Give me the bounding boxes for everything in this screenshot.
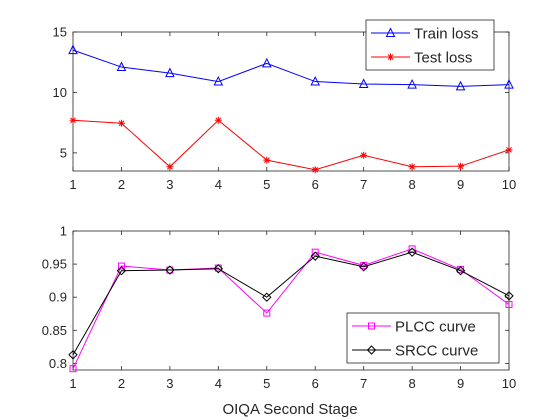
data-point	[263, 156, 271, 164]
data-point	[504, 78, 514, 89]
legend-marker	[368, 322, 375, 330]
data-point	[310, 75, 321, 86]
series-line	[72, 248, 510, 369]
data-point	[504, 291, 514, 301]
data-point	[310, 251, 320, 261]
x-tick-label: 2	[118, 376, 125, 391]
data-point	[407, 78, 417, 89]
legend: Train loss Test loss	[365, 19, 495, 71]
legend-item: Train loss	[371, 26, 478, 43]
data-point	[358, 262, 369, 272]
x-tick-label: 10	[502, 376, 516, 391]
data-point	[455, 266, 466, 276]
data-point	[311, 166, 319, 174]
data-point	[165, 67, 175, 78]
data-point	[213, 75, 224, 86]
series-line	[72, 49, 510, 87]
data-point	[311, 248, 319, 256]
series-line	[72, 251, 510, 356]
legend-box	[365, 19, 495, 71]
x-tick-label: 1	[69, 177, 76, 192]
data-point	[166, 163, 174, 171]
series-test-loss	[69, 116, 513, 174]
x-tick-label: 4	[215, 177, 222, 192]
data-point	[117, 119, 125, 127]
loss-chart: 1 2 3 4 5 6 7 8 9 10 5 10 15 Train loss Test loss	[53, 19, 516, 192]
correlation-chart: 1 2 3 4 5 6 7 8 9 10 0.8 0.85 0.9 0.95 1 PLCC curve SRCC…	[42, 224, 517, 392]
data-point	[360, 151, 368, 159]
legend-marker	[366, 345, 377, 355]
data-point	[261, 57, 272, 68]
legend: PLCC curve SRCC curve	[346, 312, 500, 364]
data-point	[213, 264, 224, 274]
data-point	[68, 44, 78, 55]
x-tick-label: 3	[166, 376, 173, 391]
y-tick-label: 10	[53, 85, 67, 100]
y-tick-label: 0.9	[49, 290, 67, 305]
x-tick-label: 5	[263, 177, 270, 192]
x-tick-label: 7	[360, 376, 367, 391]
legend-marker	[387, 53, 394, 61]
x-tick-label: 6	[312, 177, 319, 192]
legend-marker	[385, 27, 396, 37]
y-tick-label: 0.8	[49, 356, 67, 371]
x-tick-label: 4	[215, 376, 222, 391]
y-tick-label: 15	[53, 25, 67, 40]
data-point	[165, 265, 175, 275]
data-point	[69, 365, 77, 373]
data-point	[263, 309, 271, 317]
data-point	[408, 163, 416, 171]
y-tick-label: 0.95	[42, 257, 67, 272]
legend-item: SRCC curve	[352, 343, 478, 360]
legend-label: Train loss	[414, 26, 478, 43]
y-tick-label: 0.85	[42, 323, 67, 338]
data-point	[117, 262, 125, 270]
x-tick-label: 9	[457, 177, 464, 192]
data-point	[214, 116, 222, 124]
x-tick-label: 9	[457, 376, 464, 391]
legend-box	[346, 312, 500, 364]
series-line	[72, 119, 510, 171]
x-tick-label: 10	[502, 177, 516, 192]
x-tick-label: 7	[360, 177, 367, 192]
legend-label: SRCC curve	[395, 343, 478, 360]
series-train-loss	[68, 44, 514, 91]
x-tick-label: 8	[408, 177, 415, 192]
legend-item: Test loss	[371, 50, 472, 67]
x-tick-label: 1	[69, 376, 76, 391]
x-tick-label: 3	[166, 177, 173, 192]
legend-label: PLCC curve	[395, 319, 476, 336]
x-tick-label: 5	[263, 376, 270, 391]
data-point	[116, 61, 127, 72]
data-point	[407, 247, 417, 257]
y-tick-label: 5	[60, 145, 67, 160]
data-point	[69, 116, 77, 124]
legend-label: Test loss	[414, 50, 472, 67]
data-point	[358, 78, 369, 88]
x-axis-label: OIQA Second Stage	[222, 401, 357, 418]
x-tick-label: 2	[118, 177, 125, 192]
data-point	[116, 266, 127, 276]
legend-item: PLCC curve	[352, 319, 476, 336]
data-point	[505, 146, 513, 154]
data-point	[455, 80, 466, 91]
x-tick-label: 8	[408, 376, 415, 391]
data-point	[262, 292, 272, 302]
data-point	[457, 162, 465, 170]
series-srcc-curve	[68, 247, 514, 360]
data-point	[68, 350, 78, 360]
x-tick-label: 6	[312, 376, 319, 391]
data-point	[505, 300, 513, 308]
y-tick-label: 1	[60, 224, 67, 239]
